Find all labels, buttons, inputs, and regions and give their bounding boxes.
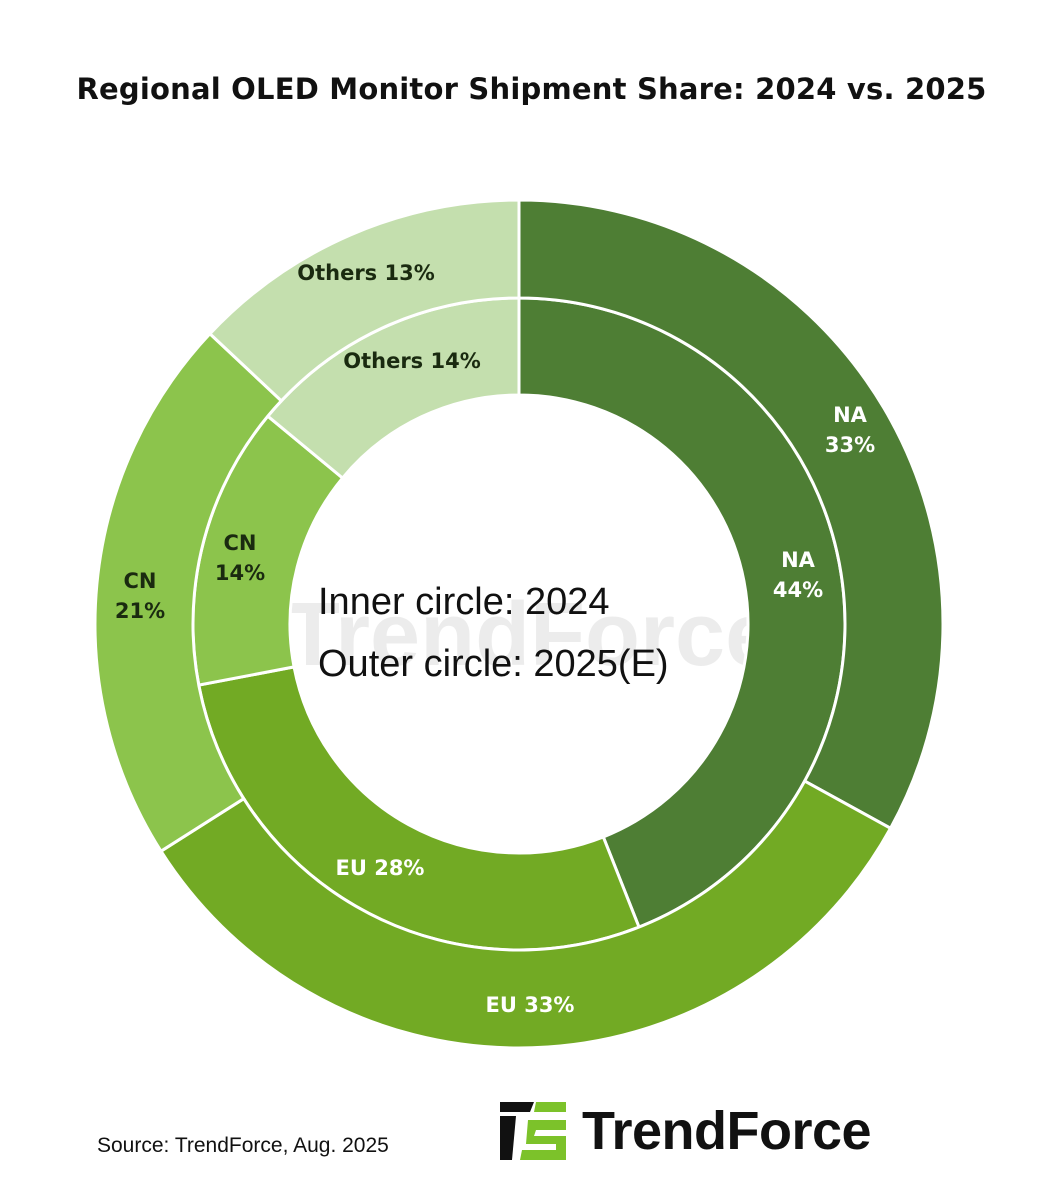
source-note: Source: TrendForce, Aug. 2025 bbox=[97, 1134, 389, 1157]
center-text-outer: Outer circle: 2025(E) bbox=[318, 643, 669, 685]
trendforce-logo: TrendForce bbox=[500, 1100, 872, 1162]
label-inner-others: Others 14% bbox=[343, 349, 481, 373]
logo-text: TrendForce bbox=[582, 1101, 872, 1161]
label-outer-na: NA 33% bbox=[825, 403, 875, 457]
trendforce-logo-icon bbox=[500, 1102, 566, 1160]
center-text-inner: Inner circle: 2024 bbox=[318, 581, 610, 623]
label-outer-others: Others 13% bbox=[297, 261, 435, 285]
slice-outer-others bbox=[207, 198, 521, 403]
label-outer-eu: EU 33% bbox=[486, 993, 575, 1017]
label-inner-eu: EU 28% bbox=[336, 856, 425, 880]
label-outer-cn: CN 21% bbox=[115, 569, 165, 623]
svg-text:TrendForce: TrendForce bbox=[285, 585, 775, 685]
label-inner-cn: CN 14% bbox=[215, 531, 265, 585]
chart-title: Regional OLED Monitor Shipment Share: 20… bbox=[76, 72, 987, 106]
slice-outer-na bbox=[517, 198, 945, 831]
slice-outer-eu bbox=[158, 779, 893, 1050]
label-inner-na: NA 44% bbox=[773, 548, 823, 602]
